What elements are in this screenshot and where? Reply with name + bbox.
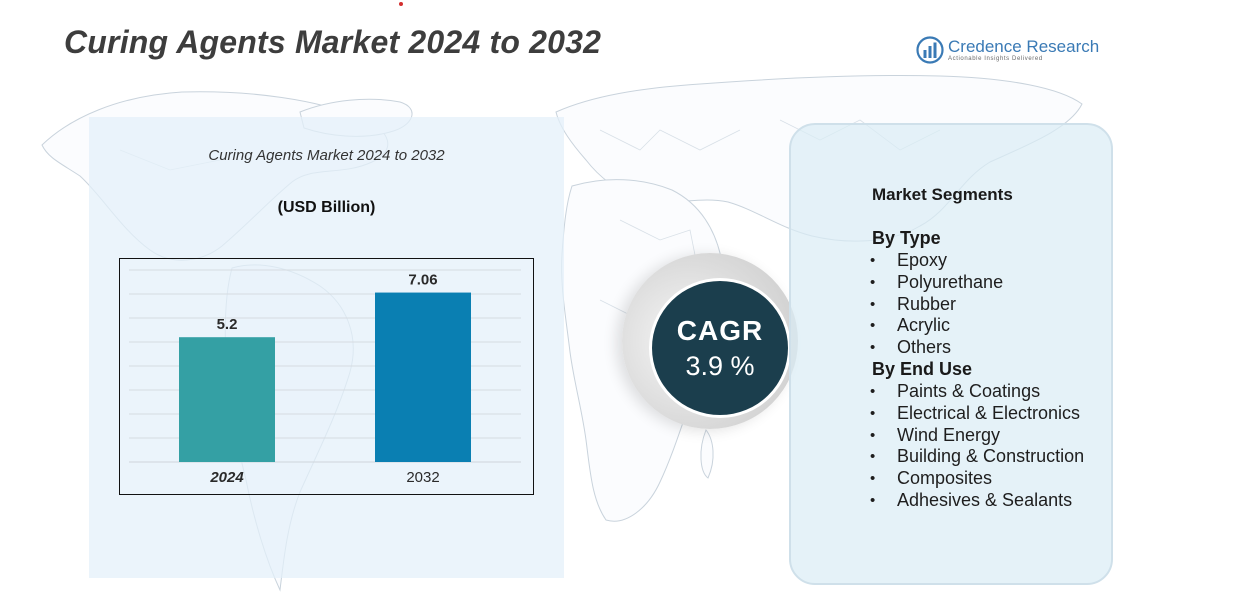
list-item: Wind Energy — [870, 425, 1084, 447]
cagr-badge: CAGR 3.9 % — [649, 278, 791, 418]
segment-group-heading-end-use: By End Use — [872, 359, 973, 379]
bar-chart-circle-icon — [916, 36, 944, 64]
red-dot-marker — [399, 2, 403, 6]
credence-research-logo: Credence Research Actionable Insights De… — [916, 36, 1100, 66]
page-title: Curing Agents Market 2024 to 2032 — [64, 24, 602, 60]
list-item: Paints & Coatings — [870, 381, 1084, 403]
list-item: Polyurethane — [870, 272, 1003, 294]
list-item: Others — [870, 337, 1003, 359]
chart-unit-label: (USD Billion) — [277, 199, 376, 216]
list-item: Building & Construction — [870, 446, 1084, 468]
market-segments-panel: Market Segments By Type Epoxy Polyuretha… — [789, 123, 1113, 585]
list-item: Adhesives & Sealants — [870, 490, 1084, 512]
segment-group-heading-type: By Type — [872, 228, 941, 248]
cagr-value: 3.9 % — [685, 351, 755, 381]
bar-chart: 5.2 2024 7.06 2032 — [119, 258, 534, 495]
category-label-2032: 2032 — [406, 469, 439, 486]
chart-panel: Curing Agents Market 2024 to 2032 (USD B… — [89, 117, 564, 578]
list-item: Electrical & Electronics — [870, 403, 1084, 425]
segment-list-end-use: Paints & Coatings Electrical & Electroni… — [870, 381, 1084, 512]
list-item: Epoxy — [870, 250, 1003, 272]
value-label-2032: 7.06 — [408, 272, 437, 289]
logo-brand-name: Credence Research — [948, 37, 1100, 56]
bar-2032 — [375, 292, 471, 462]
bars-group — [179, 292, 471, 462]
chart-title: Curing Agents Market 2024 to 2032 — [208, 147, 445, 164]
cagr-label: CAGR — [676, 315, 764, 346]
bar-2024 — [179, 337, 275, 462]
list-item: Rubber — [870, 294, 1003, 316]
list-item: Acrylic — [870, 315, 1003, 337]
category-label-2024: 2024 — [209, 469, 244, 486]
value-label-2024: 5.2 — [217, 316, 238, 333]
logo-tagline: Actionable Insights Delivered — [948, 56, 1043, 62]
plot-frame — [119, 258, 534, 495]
segments-title: Market Segments — [872, 185, 1013, 204]
labels-group: 5.2 2024 7.06 2032 — [209, 272, 439, 486]
list-item: Composites — [870, 468, 1084, 490]
segment-list-type: Epoxy Polyurethane Rubber Acrylic Others — [870, 250, 1003, 359]
